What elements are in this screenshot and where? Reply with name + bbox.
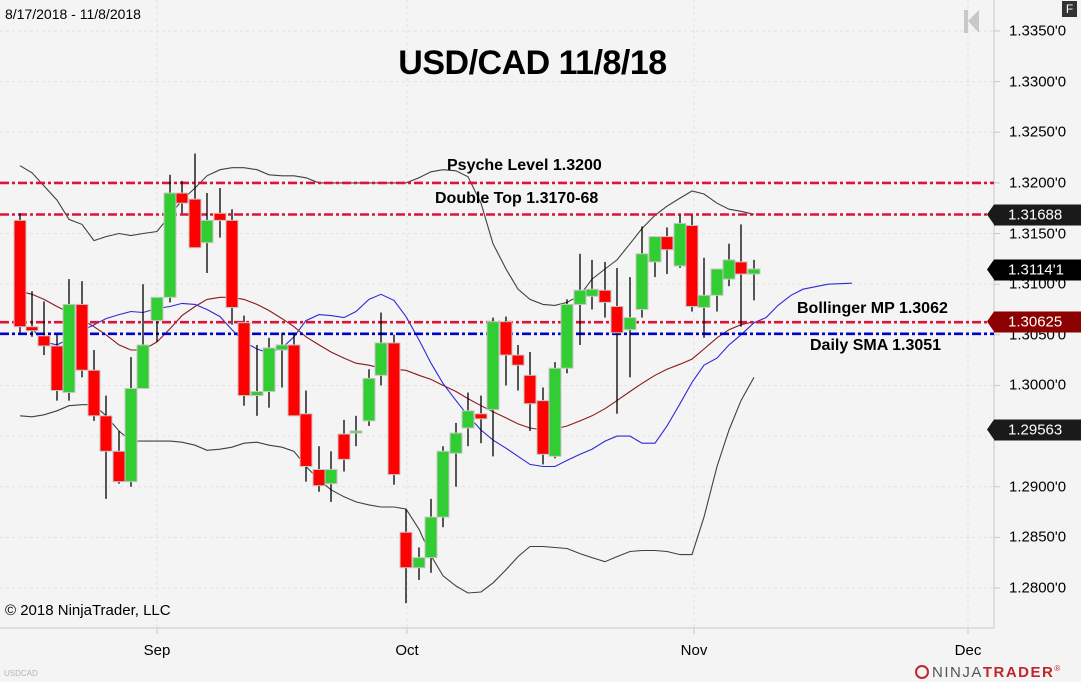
- candle[interactable]: [585, 259, 599, 310]
- candle[interactable]: [262, 337, 276, 408]
- candle[interactable]: [710, 268, 724, 312]
- candle[interactable]: [75, 281, 89, 378]
- toggle-f-button[interactable]: F: [1062, 1, 1077, 17]
- price-tag: 1.29563: [987, 419, 1081, 441]
- date-range: 8/17/2018 - 11/8/2018: [5, 6, 141, 22]
- candle[interactable]: [560, 299, 574, 374]
- time-tick-label: Sep: [143, 642, 171, 659]
- candle[interactable]: [598, 261, 612, 318]
- candle[interactable]: [697, 257, 711, 338]
- price-tick-label: 1.3200'0: [1009, 174, 1067, 192]
- level-annotation: Daily SMA 1.3051: [810, 337, 942, 354]
- candle[interactable]: [312, 446, 326, 492]
- time-tick-label: Oct: [395, 642, 419, 659]
- candle[interactable]: [225, 209, 239, 325]
- candle[interactable]: [722, 243, 736, 287]
- candle[interactable]: [734, 224, 748, 327]
- candle[interactable]: [747, 259, 761, 301]
- candle[interactable]: [136, 284, 150, 389]
- price-tick-label: 1.3250'0: [1009, 123, 1067, 141]
- candle[interactable]: [13, 213, 27, 333]
- candle[interactable]: [299, 390, 313, 482]
- candle[interactable]: [124, 357, 138, 487]
- candle[interactable]: [250, 344, 264, 416]
- candle[interactable]: [387, 334, 401, 485]
- candle[interactable]: [349, 415, 363, 447]
- candle[interactable]: [25, 291, 39, 337]
- candle[interactable]: [62, 279, 76, 401]
- copyright: © 2018 NinjaTrader, LLC: [5, 602, 171, 619]
- candle[interactable]: [99, 395, 113, 499]
- candle[interactable]: [399, 508, 413, 604]
- candle[interactable]: [499, 316, 513, 386]
- candle[interactable]: [237, 315, 251, 406]
- candle[interactable]: [163, 174, 177, 303]
- axis-ticks: [156, 30, 1000, 634]
- candle[interactable]: [337, 419, 351, 472]
- candle[interactable]: [412, 547, 426, 580]
- price-tag: 1.30625: [987, 311, 1081, 333]
- logo-mark-icon: [915, 665, 929, 679]
- candle[interactable]: [648, 236, 662, 278]
- candle[interactable]: [436, 446, 450, 528]
- candle[interactable]: [324, 451, 338, 502]
- price-tick-label: 1.3150'0: [1009, 225, 1067, 243]
- candle[interactable]: [374, 312, 388, 386]
- level-annotation: Psyche Level 1.3200: [447, 157, 602, 174]
- candle[interactable]: [112, 431, 126, 484]
- candle[interactable]: [536, 387, 550, 465]
- candle[interactable]: [610, 267, 624, 414]
- candle[interactable]: [573, 253, 587, 345]
- candle[interactable]: [213, 187, 227, 238]
- candle[interactable]: [287, 332, 301, 417]
- candle[interactable]: [449, 422, 463, 487]
- candle[interactable]: [424, 498, 438, 573]
- price-tick-label: 1.2800'0: [1009, 579, 1067, 597]
- candle[interactable]: [200, 193, 214, 274]
- price-tag: 1.3114'1: [987, 259, 1081, 281]
- candle[interactable]: [511, 344, 525, 391]
- candle[interactable]: [150, 296, 164, 342]
- candle[interactable]: [275, 332, 289, 388]
- candle[interactable]: [673, 215, 687, 268]
- price-tick-label: 1.3300'0: [1009, 73, 1067, 91]
- price-tick-label: 1.3350'0: [1009, 22, 1067, 40]
- candle[interactable]: [461, 392, 475, 447]
- time-tick-label: Nov: [680, 642, 708, 659]
- time-tick-label: Dec: [954, 642, 982, 659]
- candle[interactable]: [188, 153, 202, 249]
- level-annotation: Double Top 1.3170-68: [435, 190, 599, 207]
- candle[interactable]: [685, 215, 699, 312]
- candle[interactable]: [523, 352, 537, 432]
- candle[interactable]: [660, 227, 674, 275]
- price-tick-label: 1.2850'0: [1009, 528, 1067, 546]
- candle[interactable]: [623, 277, 637, 378]
- level-annotation: Bollinger MP 1.3062: [797, 300, 948, 317]
- candle[interactable]: [87, 350, 101, 421]
- instrument-symbol: USDCAD: [4, 669, 38, 678]
- price-tick-label: 1.3000'0: [1009, 376, 1067, 394]
- ninjatrader-logo: NINJATRADER®: [915, 664, 1062, 681]
- price-tag: 1.31688: [987, 204, 1081, 225]
- candlesticks[interactable]: [13, 153, 761, 604]
- candle[interactable]: [362, 369, 376, 426]
- candle[interactable]: [50, 334, 64, 401]
- candle[interactable]: [474, 395, 488, 444]
- candle[interactable]: [486, 317, 500, 457]
- candle[interactable]: [548, 362, 562, 459]
- scroll-to-start-icon[interactable]: [964, 10, 979, 33]
- candle[interactable]: [175, 180, 189, 214]
- price-tick-label: 1.2900'0: [1009, 478, 1067, 496]
- candle[interactable]: [635, 226, 649, 318]
- chart-title: USD/CAD 11/8/18: [398, 44, 667, 82]
- candle[interactable]: [37, 301, 51, 356]
